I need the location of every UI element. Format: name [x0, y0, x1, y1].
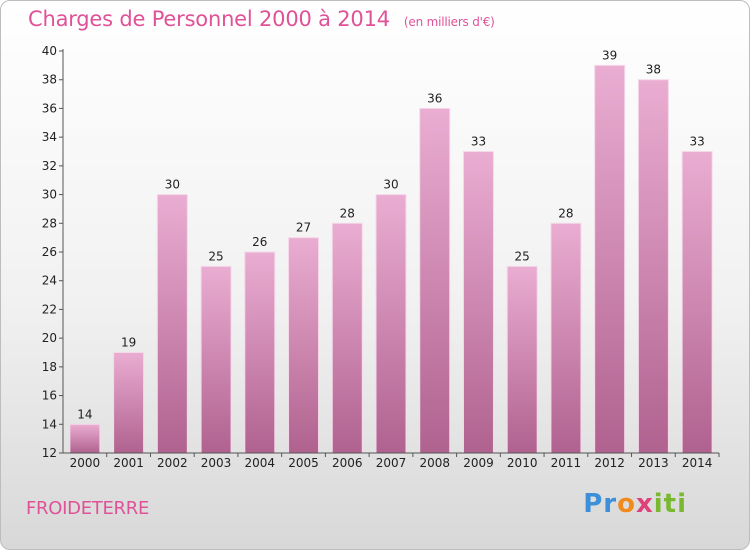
value-label-2006: 28: [340, 206, 355, 220]
value-label-2009: 33: [471, 135, 486, 149]
y-tick-label-34: 34: [42, 130, 57, 144]
x-tick-label-2004: 2004: [245, 456, 276, 470]
bar-2010: [506, 265, 538, 454]
x-tick-label-2013: 2013: [638, 456, 669, 470]
y-tick-label-22: 22: [42, 302, 57, 316]
bar-2011: [550, 222, 582, 454]
x-tick-label-2014: 2014: [682, 456, 713, 470]
bar-2002: [156, 194, 188, 454]
value-label-2008: 36: [427, 91, 442, 105]
logo-part-2: o: [617, 489, 636, 519]
y-tick-label-16: 16: [42, 389, 57, 403]
logo-part-4: iti: [653, 489, 687, 519]
x-tick-label-2000: 2000: [70, 456, 101, 470]
y-tick-label-20: 20: [42, 331, 57, 345]
value-label-2011: 28: [558, 206, 573, 220]
value-label-2003: 25: [208, 249, 223, 263]
chart-title-text: Charges de Personnel 2000 à 2014: [28, 7, 390, 31]
proxiti-logo: Proxiti: [583, 489, 687, 519]
value-label-2013: 38: [646, 63, 661, 77]
bar-2000: [69, 423, 101, 454]
logo-part-3: x: [635, 489, 654, 519]
bars-group: 14 19 30 25 26 27 28 30 36 33 25 28 39 38 33: [69, 48, 713, 454]
y-tick-label-32: 32: [42, 159, 57, 173]
bar-2007: [375, 194, 407, 454]
value-label-2005: 27: [296, 221, 311, 235]
value-label-2010: 25: [515, 249, 530, 263]
x-tick-label-2007: 2007: [376, 456, 407, 470]
x-tick-label-2003: 2003: [201, 456, 232, 470]
x-tick-label-2008: 2008: [419, 456, 450, 470]
x-tick-label-2002: 2002: [157, 456, 188, 470]
y-tick-label-30: 30: [42, 188, 57, 202]
bar-2013: [637, 79, 669, 454]
bar-2012: [594, 64, 626, 454]
logo-part-1: Pr: [583, 489, 618, 519]
value-label-2002: 30: [165, 178, 180, 192]
y-tick-label-14: 14: [42, 417, 57, 431]
y-tick-label-26: 26: [42, 245, 57, 259]
value-label-2004: 26: [252, 235, 267, 249]
y-tick-label-28: 28: [42, 216, 57, 230]
y-tick-label-40: 40: [42, 44, 57, 58]
y-tick-label-38: 38: [42, 73, 57, 87]
y-tick-label-12: 12: [42, 446, 57, 460]
bar-2004: [244, 251, 276, 454]
y-tick-label-24: 24: [42, 274, 57, 288]
value-label-2012: 39: [602, 48, 617, 62]
bar-2014: [681, 151, 713, 454]
y-tick-label-18: 18: [42, 360, 57, 374]
x-tick-label-2006: 2006: [332, 456, 363, 470]
bar-2008: [419, 107, 451, 454]
bar-2009: [462, 151, 494, 454]
x-tick-label-2005: 2005: [288, 456, 319, 470]
chart-subtitle: (en milliers d'€): [403, 15, 495, 29]
value-label-2000: 14: [77, 407, 92, 421]
value-label-2014: 33: [689, 135, 704, 149]
x-tick-label-2010: 2010: [507, 456, 538, 470]
chart-title: Charges de Personnel 2000 à 2014 (en mill…: [28, 7, 495, 31]
x-tick-label-2009: 2009: [463, 456, 494, 470]
value-label-2007: 30: [383, 178, 398, 192]
x-tick-label-2012: 2012: [594, 456, 625, 470]
value-label-2001: 19: [121, 336, 136, 350]
bar-2003: [200, 265, 232, 454]
bar-2001: [113, 352, 145, 454]
y-tick-label-36: 36: [42, 101, 57, 115]
bar-2006: [331, 222, 363, 454]
axes-group: 2000 2001 2002 2003 2004 2005 2006 2007 2008 2009…: [42, 44, 720, 470]
x-tick-label-2011: 2011: [551, 456, 582, 470]
bar-2005: [288, 237, 320, 454]
x-tick-label-2001: 2001: [113, 456, 144, 470]
region-name: FROIDETERRE: [26, 498, 150, 519]
